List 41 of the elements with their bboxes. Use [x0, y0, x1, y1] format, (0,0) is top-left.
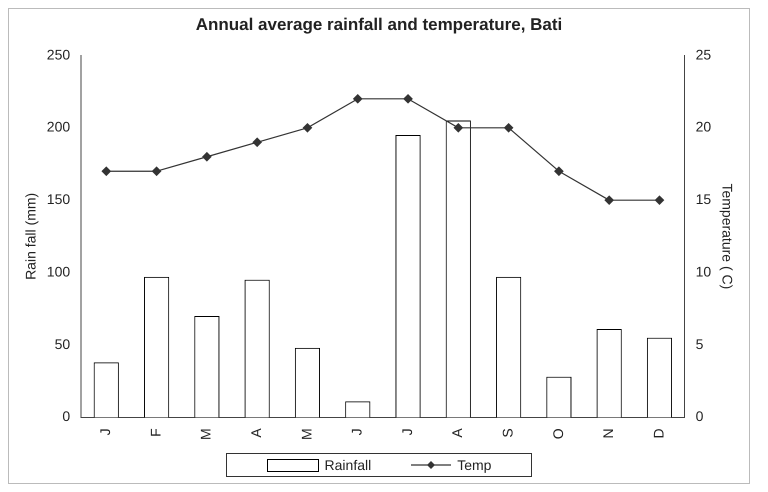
x-tick-label: M [298, 428, 314, 440]
y-tick-label: 50 [54, 336, 70, 352]
x-tick-label: A [248, 428, 264, 438]
point [454, 123, 463, 132]
y-tick-label: 250 [46, 46, 70, 62]
point [302, 123, 312, 132]
point [252, 138, 262, 147]
x-tick-label: N [600, 428, 616, 438]
x-tick-label: F [147, 428, 164, 437]
x-tick-label: M [198, 428, 214, 440]
point [604, 196, 614, 205]
y2-tick-label: 15 [696, 191, 712, 208]
x-tick-label: A [449, 428, 466, 438]
legend-label: Temp [457, 457, 492, 473]
point [504, 123, 514, 132]
x-tick-label: S [499, 428, 516, 438]
y2-tick-label: 20 [696, 118, 712, 135]
text: Rainfall [324, 457, 372, 473]
y2-axis-title: Temperature ( C) [720, 183, 736, 290]
point [353, 94, 362, 104]
point [202, 152, 212, 162]
x-tick-label: J [97, 428, 114, 436]
chart-title: Annual average rainfall and temperature, Bati [196, 14, 562, 34]
y-axis-title: Rain fall (mm) [22, 192, 38, 280]
point [403, 94, 413, 104]
x-tick-label: D [650, 428, 666, 438]
x-tick-label: O [550, 428, 566, 440]
point [654, 196, 664, 205]
x-tick-label: J [348, 428, 365, 436]
y2-tick-label: 25 [696, 46, 712, 62]
point [152, 166, 162, 176]
point [554, 166, 564, 176]
y-tick-label: 0 [62, 408, 70, 424]
y2-tick-label: 5 [696, 336, 704, 352]
y-tick-label: 150 [46, 191, 70, 208]
y-tick-label: 200 [46, 118, 70, 135]
x-tick-label: J [398, 428, 415, 436]
y2-tick-label: 10 [696, 263, 712, 280]
y-tick-label: 100 [46, 263, 70, 280]
y2-tick-label: 0 [696, 408, 704, 424]
point [102, 166, 111, 176]
